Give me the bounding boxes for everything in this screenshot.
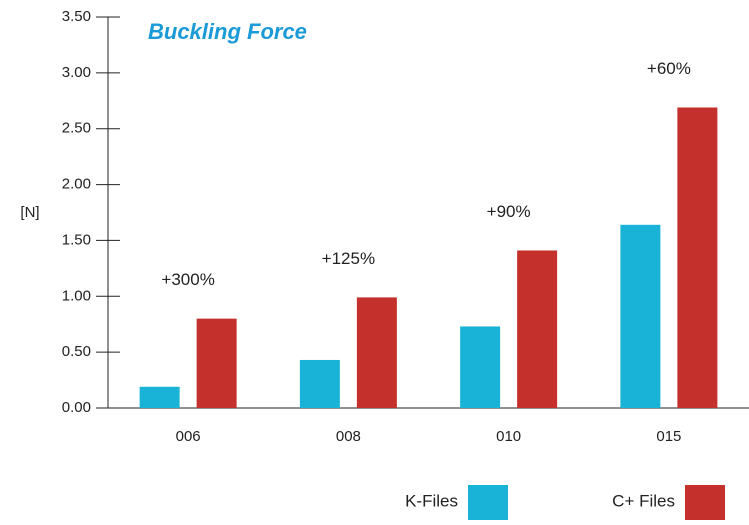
bar [677,107,717,408]
y-tick-label: 0.00 [62,399,91,416]
annotation: +90% [487,202,531,221]
x-tick-label: 006 [176,428,201,445]
y-tick-label: 2.50 [62,120,91,137]
x-tick-label: 010 [496,428,521,445]
bar [620,225,660,408]
y-tick-label: 0.50 [62,343,91,360]
legend-label: K-Files [405,491,458,510]
annotation: +60% [647,59,691,78]
x-tick-label: 015 [656,428,681,445]
y-tick-label: 1.50 [62,231,91,248]
y-tick-label: 1.00 [62,287,91,304]
x-tick-label: 008 [336,428,361,445]
bar [300,360,340,408]
bar [357,297,397,408]
chart: Buckling Force [N] 0.00 0.50 1.00 1.50 2.00 2… [0,0,749,525]
bar [197,319,237,408]
y-axis-label: [N] [20,204,39,221]
legend-swatch [468,485,508,520]
y-tick-label: 2.00 [62,176,91,193]
y-tick-label: 3.00 [62,64,91,81]
annotation: +300% [161,270,214,289]
bar [517,250,557,408]
legend-swatch [685,485,725,520]
annotation: +125% [322,249,375,268]
bar [460,326,500,408]
chart-title: Buckling Force [148,19,307,44]
y-tick-label: 3.50 [62,8,91,25]
legend-label: C+ Files [612,491,675,510]
bar [140,387,180,408]
